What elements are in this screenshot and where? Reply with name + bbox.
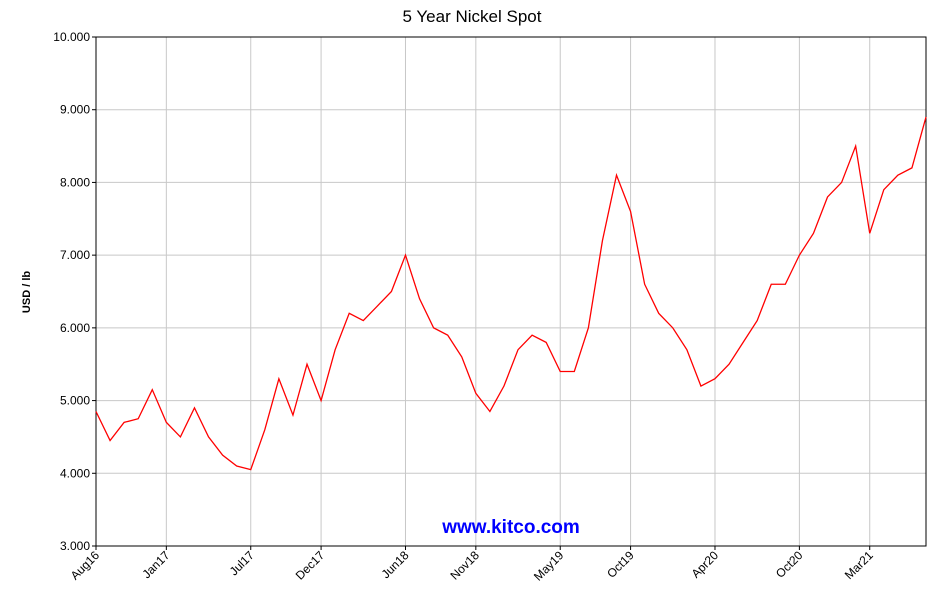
y-tick-label: 10.000 xyxy=(53,30,90,44)
x-tick-label: Jul17 xyxy=(227,548,257,578)
y-tick-label: 5.000 xyxy=(60,394,90,408)
x-tick-label: Apr20 xyxy=(689,548,722,581)
y-tick-label: 7.000 xyxy=(60,248,90,262)
x-tick-label: Jan17 xyxy=(139,548,172,581)
y-tick-label: 9.000 xyxy=(60,103,90,117)
x-tick-label: May19 xyxy=(531,548,567,584)
x-tick-label: Oct19 xyxy=(604,548,637,581)
y-axis-label: USD / lb xyxy=(21,271,33,313)
x-tick-label: Oct20 xyxy=(773,548,806,581)
x-tick-label: Nov18 xyxy=(448,548,483,583)
x-tick-label: Aug16 xyxy=(68,548,103,583)
plot-frame xyxy=(95,36,927,547)
x-tick-label: Mar21 xyxy=(842,548,876,582)
price-line xyxy=(95,116,927,471)
y-tick-label: 8.000 xyxy=(60,175,90,189)
y-tick-label: 3.000 xyxy=(60,539,90,553)
y-tick-label: 6.000 xyxy=(60,321,90,335)
watermark: www.kitco.com xyxy=(441,517,580,538)
y-tick-label: 4.000 xyxy=(60,466,90,480)
x-tick-label: Dec17 xyxy=(293,548,328,583)
x-tick-label: Jun18 xyxy=(379,548,412,581)
chart-title: 5 Year Nickel Spot xyxy=(403,7,542,26)
